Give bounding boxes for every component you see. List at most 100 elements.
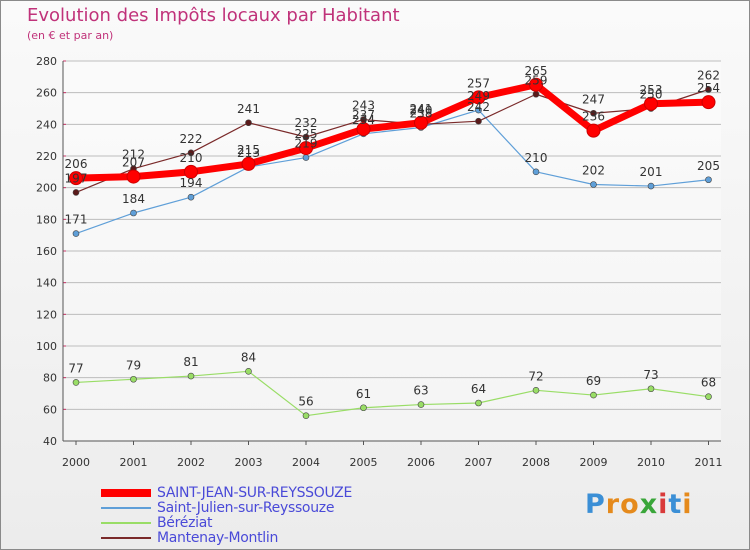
data-point xyxy=(72,379,80,386)
data-point xyxy=(302,133,310,141)
x-tick-label: 2002 xyxy=(177,456,205,469)
legend-swatch xyxy=(101,506,151,509)
data-label: 259 xyxy=(525,73,548,87)
data-point xyxy=(475,117,482,125)
data-label: 243 xyxy=(352,99,375,113)
data-label: 194 xyxy=(180,176,203,190)
data-label: 212 xyxy=(122,148,145,162)
data-label: 84 xyxy=(241,350,256,364)
legend-swatch xyxy=(101,521,151,524)
data-point xyxy=(475,106,482,114)
x-tick-label: 2001 xyxy=(120,456,148,469)
data-point xyxy=(586,123,601,138)
y-tick-label: 280 xyxy=(36,55,57,68)
y-tick-label: 240 xyxy=(36,118,57,131)
data-point xyxy=(471,90,486,105)
data-point xyxy=(356,122,371,137)
x-tick-label: 2008 xyxy=(522,456,550,469)
data-label: 72 xyxy=(528,369,543,383)
data-point xyxy=(245,368,252,375)
y-tick-label: 180 xyxy=(36,213,57,226)
data-point xyxy=(130,209,137,217)
data-point xyxy=(417,401,425,408)
y-tick-label: 100 xyxy=(36,340,57,353)
axes: 40 60 80 100 120 140 160 180 200 220 240 260 280 2000… xyxy=(36,55,723,469)
x-tick-label: 2010 xyxy=(637,456,665,469)
x-tick-label: 2006 xyxy=(407,456,435,469)
x-tick-label: 2009 xyxy=(580,456,608,469)
data-label: 68 xyxy=(701,376,716,390)
legend: SAINT-JEAN-SUR-REYSSOUZE Saint-Julien-sur… xyxy=(101,484,431,546)
data-point xyxy=(299,141,313,156)
data-point xyxy=(647,182,655,190)
data-label: 213 xyxy=(237,146,260,160)
y-tick-label: 140 xyxy=(36,277,57,290)
data-label: 257 xyxy=(467,76,490,90)
legend-label: Mantenay-Montlin xyxy=(157,529,279,546)
data-label: 262 xyxy=(697,69,720,83)
data-point xyxy=(705,393,712,400)
data-label: 63 xyxy=(413,384,428,398)
data-label: 225 xyxy=(295,127,318,141)
data-label: 254 xyxy=(697,81,720,95)
logo-letter: i xyxy=(658,489,669,520)
data-point xyxy=(705,176,712,184)
data-label: 234 xyxy=(352,113,375,127)
x-tick-label: 2000 xyxy=(62,456,90,469)
data-point xyxy=(475,399,482,407)
data-label: 77 xyxy=(68,361,83,375)
data-point xyxy=(69,171,83,186)
logo-letter: r xyxy=(605,489,621,520)
data-label: 69 xyxy=(586,374,601,388)
x-tick-label: 2011 xyxy=(695,456,723,469)
data-label: 201 xyxy=(640,165,663,179)
logo-letter: o xyxy=(620,489,640,520)
data-point xyxy=(241,156,256,171)
data-label: 247 xyxy=(582,92,605,106)
series-line-3 xyxy=(75,88,710,194)
legend-item: Béréziat xyxy=(101,514,431,531)
data-label: 56 xyxy=(298,395,313,409)
data-point xyxy=(130,375,137,383)
data-label: 222 xyxy=(180,132,203,146)
series-line-2 xyxy=(75,370,710,417)
data-label: 265 xyxy=(525,64,548,78)
proxiti-logo: Proxiti xyxy=(585,489,693,520)
data-point xyxy=(302,412,310,419)
data-label: 232 xyxy=(295,116,318,130)
data-point xyxy=(644,96,658,111)
data-label: 64 xyxy=(471,382,486,396)
data-label: 241 xyxy=(237,102,260,116)
data-point xyxy=(360,404,367,412)
data-point xyxy=(532,90,540,98)
y-tick-label: 160 xyxy=(36,245,57,258)
legend-item: Mantenay-Montlin xyxy=(101,529,431,546)
legend-label: Béréziat xyxy=(157,514,213,531)
data-label: 253 xyxy=(640,83,663,97)
logo-letter: t xyxy=(668,489,683,520)
legend-label: SAINT-JEAN-SUR-REYSSOUZE xyxy=(157,484,353,501)
data-point xyxy=(529,77,543,92)
data-point xyxy=(590,391,597,399)
data-label: 238 xyxy=(410,107,433,121)
data-point xyxy=(187,193,195,201)
data-point xyxy=(245,119,252,127)
data-label: 210 xyxy=(525,151,548,165)
data-point xyxy=(705,86,712,93)
data-label: 184 xyxy=(122,192,145,206)
data-point xyxy=(701,95,716,110)
data-label: 73 xyxy=(643,368,658,382)
data-label: 237 xyxy=(352,108,375,122)
data-point xyxy=(414,115,428,130)
logo-letter: i xyxy=(682,489,693,520)
data-point xyxy=(302,154,310,161)
data-label: 79 xyxy=(126,358,141,372)
data-label: 210 xyxy=(180,151,203,165)
legend-label: Saint-Julien-sur-Reyssouze xyxy=(157,499,335,516)
x-tick-label: 2003 xyxy=(235,456,263,469)
data-point xyxy=(187,149,195,157)
data-label: 81 xyxy=(183,355,198,369)
